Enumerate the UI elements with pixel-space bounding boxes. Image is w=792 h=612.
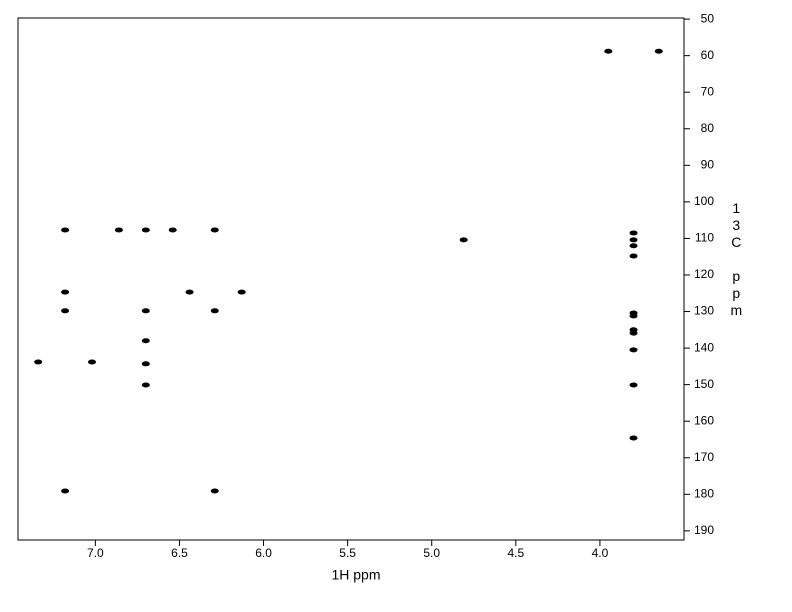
peak [237,289,246,295]
x-axis-label: 1H ppm [331,567,380,583]
y-tick-label: 180 [694,486,714,500]
peak [210,308,219,314]
peak [168,227,177,233]
y-axis-label: 13C ppm [728,200,744,319]
peak [88,359,96,365]
peak [141,308,150,314]
peak [654,48,663,54]
peak [61,308,70,314]
y-tick-label: 170 [694,450,714,464]
peak [210,227,219,233]
y-tick-label: 160 [694,413,714,427]
peak [629,237,638,243]
y-tick-label: 190 [694,523,714,537]
x-tick-label: 7.0 [87,546,104,560]
peak [61,227,70,233]
peak [629,313,638,319]
y-tick-label: 100 [694,194,714,208]
y-tick-label: 90 [701,157,715,171]
peak [629,230,638,236]
peak [141,382,150,388]
y-tick-label: 60 [701,48,715,62]
peak [34,359,43,365]
peak [141,361,150,367]
peak [141,338,150,344]
x-tick-label: 4.5 [507,546,524,560]
peak [629,330,638,336]
peak [185,289,194,295]
y-tick-label: 70 [701,84,715,98]
x-tick-label: 5.5 [339,546,356,560]
peak [629,382,638,388]
y-tick-label: 150 [694,377,714,391]
y-tick-label: 110 [695,231,714,245]
peak [629,347,638,353]
peak [61,488,70,494]
peak [61,289,70,295]
peak [629,435,638,441]
peak [210,488,219,494]
peak [114,227,123,233]
peak [604,48,613,54]
y-tick-label: 140 [694,340,714,354]
x-tick-label: 4.0 [592,546,609,560]
peak [629,243,638,249]
peak [459,237,468,243]
y-tick-label: 130 [694,304,714,318]
peak [629,253,638,259]
x-tick-label: 6.5 [171,546,188,560]
y-tick-label: 80 [701,121,715,135]
y-tick-label: 120 [694,267,714,281]
plot-frame [17,17,685,541]
x-tick-label: 5.0 [423,546,440,560]
x-tick-label: 6.0 [255,546,272,560]
y-tick-label: 50 [701,11,715,25]
peak [141,227,150,233]
